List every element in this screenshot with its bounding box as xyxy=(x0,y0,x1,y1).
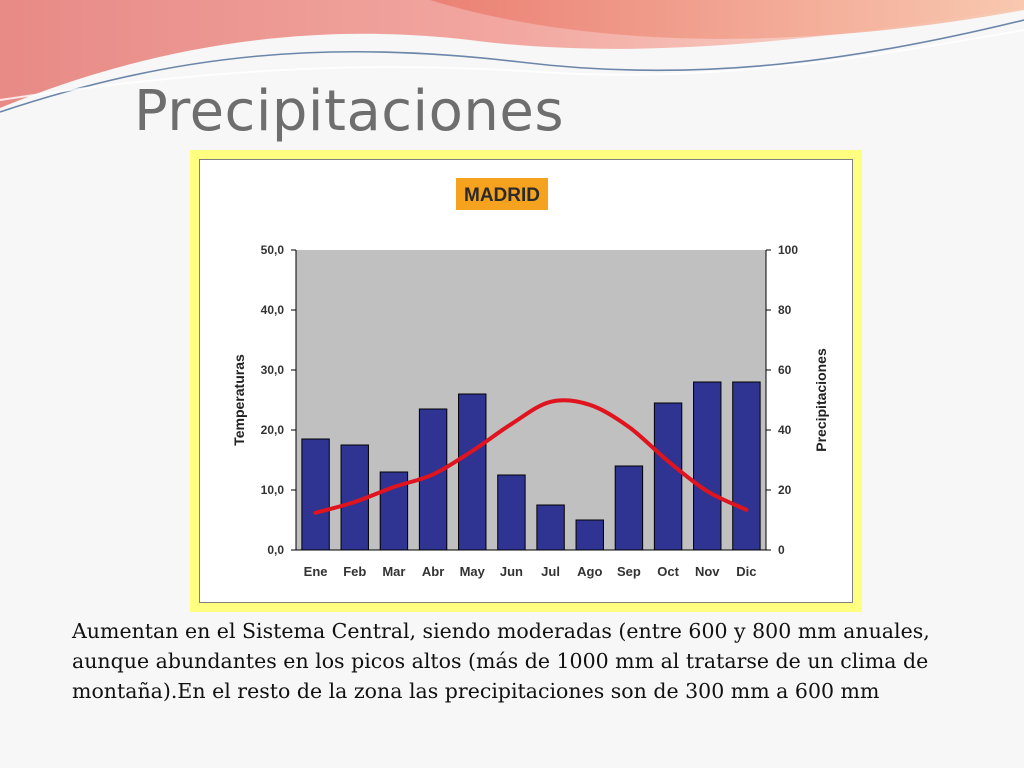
chart-title-badge xyxy=(456,178,548,210)
temperature-point xyxy=(589,404,591,406)
precipitation-bar xyxy=(575,519,604,551)
x-tick-label: Abr xyxy=(422,564,444,579)
header-decoration xyxy=(0,0,1024,113)
right-axis-title: Precipitaciones xyxy=(813,348,829,452)
left-tick-label: 50,0 xyxy=(261,243,285,257)
left-tick-label: 40,0 xyxy=(261,303,285,317)
precipitation-bar xyxy=(497,474,526,551)
temperature-point xyxy=(550,401,552,403)
climate-chart: MADRID 0,0 10,0 20,0 30,0 40,0 50,0 0 20 40 60 80 10… xyxy=(231,178,829,579)
temperature-line xyxy=(313,398,749,515)
x-tick-label: Ago xyxy=(577,564,602,579)
temperature-point xyxy=(393,486,395,488)
temperature-point xyxy=(432,473,434,475)
x-tick-label: Dic xyxy=(736,564,756,579)
precipitation-bar xyxy=(458,393,487,551)
precipitation-bar xyxy=(732,381,761,551)
temperature-point xyxy=(510,423,512,425)
left-axis-title: Temperaturas xyxy=(231,354,247,446)
temperature-point xyxy=(354,501,356,503)
precipitation-bar xyxy=(614,465,644,551)
x-tick-label: Ene xyxy=(304,564,328,579)
x-tick-label: Feb xyxy=(343,564,366,579)
chart-frame: MADRID 0,0 10,0 20,0 30,0 40,0 50,0 0 20 40 60 80 10… xyxy=(190,150,862,612)
right-tick-label: 100 xyxy=(778,243,798,257)
x-tick-label: May xyxy=(460,564,486,579)
left-tick-label: 30,0 xyxy=(261,363,285,377)
x-tick-label: Nov xyxy=(695,564,720,579)
temperature-point xyxy=(628,426,630,428)
plot-area xyxy=(296,250,766,550)
left-tick-label: 10,0 xyxy=(261,483,285,497)
temperature-point xyxy=(315,512,317,514)
precipitation-bar xyxy=(653,402,683,551)
x-tick-label: Jul xyxy=(541,564,560,579)
precipitation-bar xyxy=(301,438,330,551)
left-tick-label: 0,0 xyxy=(267,543,284,557)
precipitation-bar xyxy=(693,381,722,551)
right-tick-label: 40 xyxy=(778,423,792,437)
left-tick-label: 20,0 xyxy=(261,423,285,437)
temperature-point xyxy=(745,509,747,511)
right-tick-label: 0 xyxy=(778,543,785,557)
chart-panel: MADRID 0,0 10,0 20,0 30,0 40,0 50,0 0 20 40 60 80 10… xyxy=(199,159,853,603)
precipitation-bar xyxy=(536,504,565,551)
x-tick-label: Jun xyxy=(500,564,523,579)
temperature-point xyxy=(667,460,669,462)
x-tick-label: Sep xyxy=(617,564,641,579)
temperature-point xyxy=(471,450,473,452)
right-tick-label: 60 xyxy=(778,363,792,377)
chart-title: MADRID xyxy=(464,185,540,206)
slide-body-text: Aumentan en el Sistema Central, siendo m… xyxy=(72,619,930,703)
x-tick-label: Oct xyxy=(657,564,679,579)
slide-title: Precipitaciones xyxy=(134,79,564,144)
right-tick-label: 80 xyxy=(778,303,792,317)
x-tick-label: Mar xyxy=(382,564,405,579)
temperature-point xyxy=(706,490,708,492)
right-tick-label: 20 xyxy=(778,483,792,497)
